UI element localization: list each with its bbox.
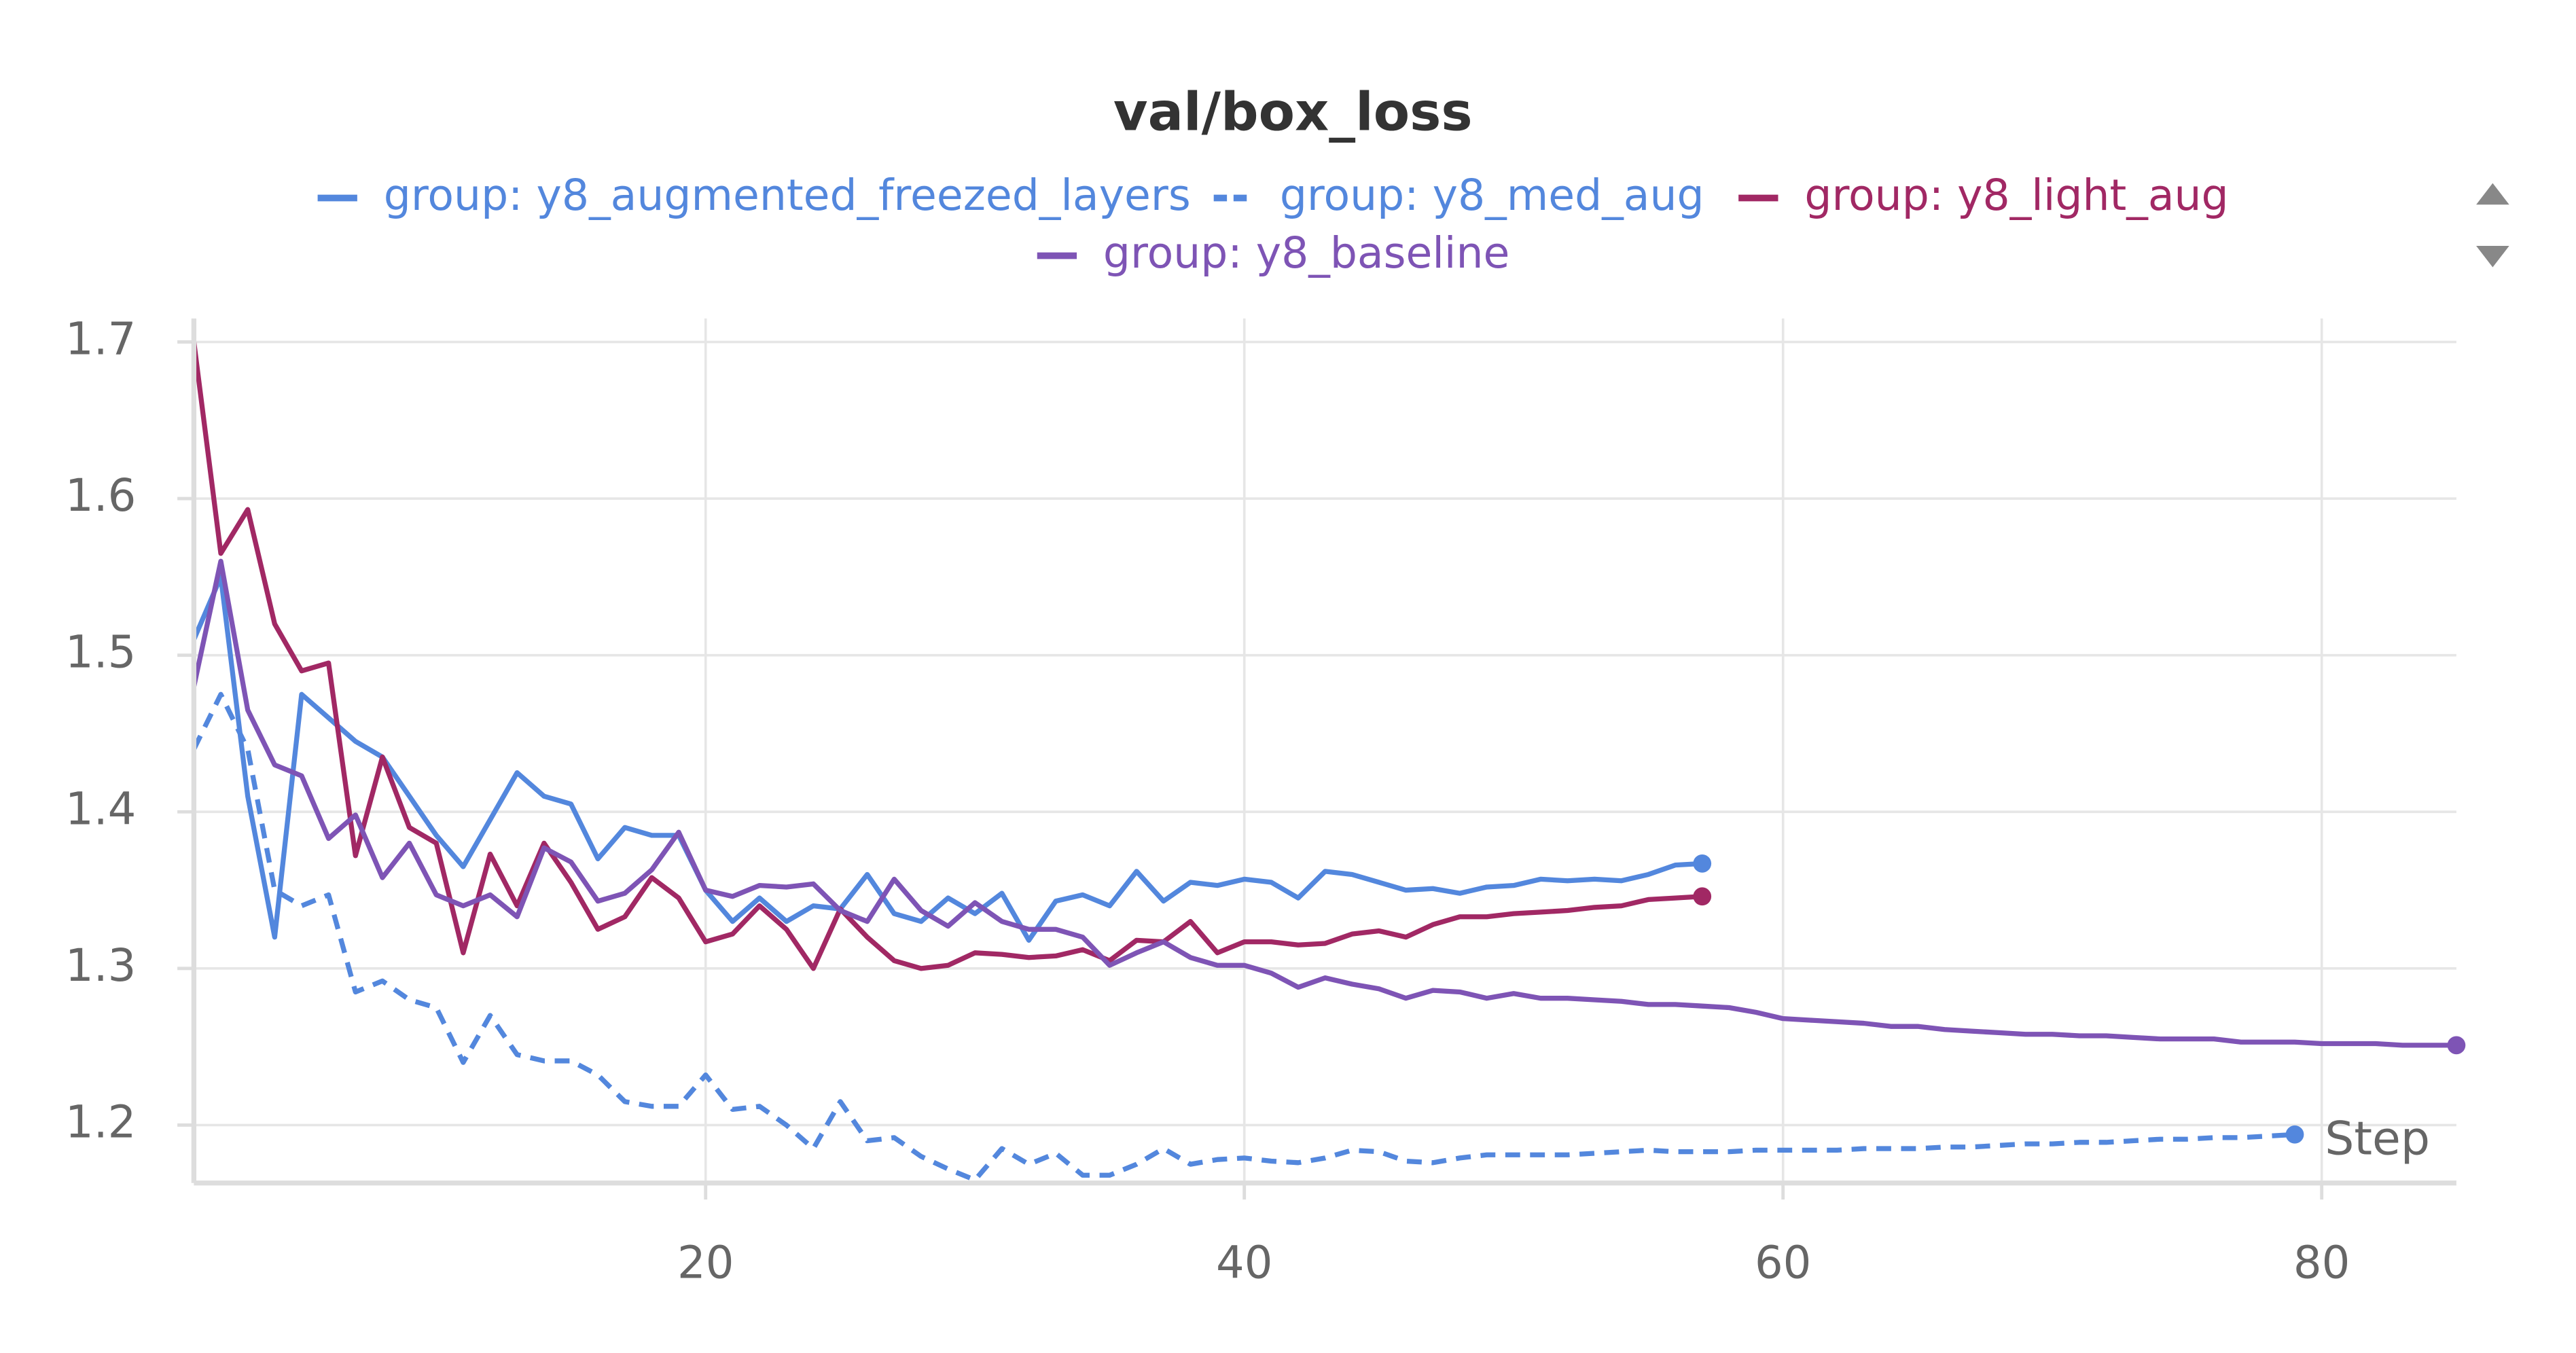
legend-item[interactable]: group: y8_augmented_freezed_layers [317, 170, 1191, 220]
y-tick-label: 1.7 [65, 314, 136, 365]
chart-title: val/box_loss [1113, 82, 1473, 143]
end-point [1693, 887, 1712, 906]
legend-label: group: y8_med_aug [1280, 170, 1704, 220]
x-tick-label: 20 [677, 1237, 734, 1288]
end-point [2447, 1036, 2466, 1055]
x-tick-label: 80 [2293, 1237, 2350, 1288]
x-tick-label: 40 [1216, 1237, 1272, 1288]
series-line [191, 558, 2456, 1048]
legend-item[interactable]: group: y8_baseline [1037, 228, 1510, 278]
legend-item[interactable]: group: y8_med_aug [1213, 170, 1704, 220]
series-line [192, 691, 2295, 1183]
end-point [2285, 1125, 2304, 1144]
y-tick-label: 1.6 [65, 470, 136, 522]
grid: 1.2 1.3 1.4 1.5 1.6 1.7 20 40 60 80 [65, 314, 2456, 1288]
legend-item[interactable]: group: y8_light_aug [1738, 170, 2229, 220]
y-tick-label: 1.3 [65, 940, 136, 992]
series-line [192, 574, 1702, 943]
scroll-down[interactable] [2476, 245, 2509, 268]
legend-scroll[interactable] [2476, 183, 2509, 268]
legend-label: group: y8_light_aug [1804, 170, 2228, 220]
y-tick-label: 1.4 [65, 783, 136, 835]
end-point [1693, 854, 1712, 873]
scroll-up[interactable] [2476, 183, 2509, 205]
y-tick-label: 1.5 [65, 627, 136, 679]
legend-label: group: y8_baseline [1103, 228, 1509, 278]
x-tick-label: 60 [1755, 1237, 1811, 1288]
x-axis-label: Step [2325, 1113, 2430, 1166]
series-line [191, 341, 1702, 971]
y-tick-label: 1.2 [65, 1097, 136, 1149]
legend-label: group: y8_augmented_freezed_layers [384, 170, 1191, 220]
plot-area [191, 341, 2466, 1183]
